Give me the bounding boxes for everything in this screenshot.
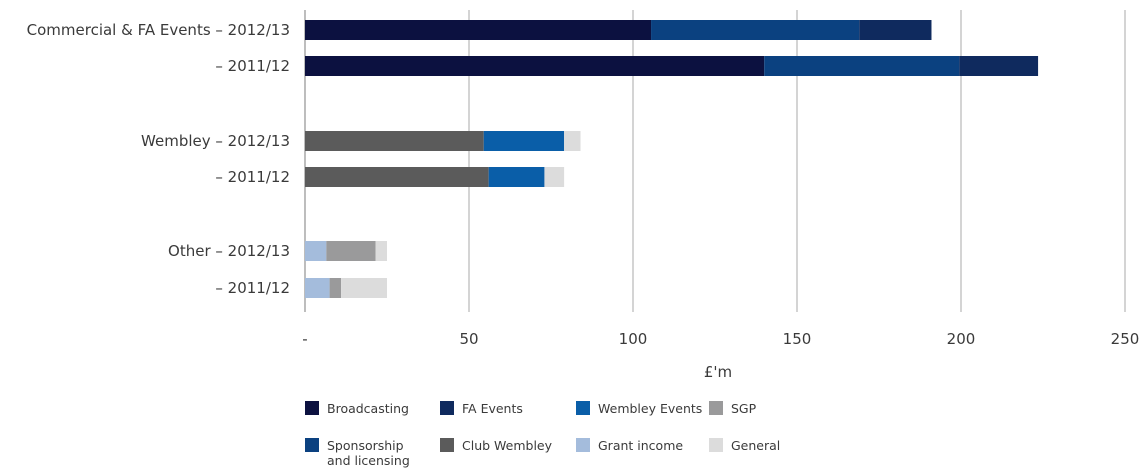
category-label: – 2011/12 [215,57,290,75]
legend-swatch [305,438,319,452]
value-axis-ticks: - 50 100 150 200 250 [302,330,1139,348]
bar-segment [483,131,565,151]
bar-segment [305,20,652,40]
category-label: Commercial & FA Events – 2012/13 [27,21,290,39]
category-axis: Commercial & FA Events – 2012/13 – 2011/1… [27,21,290,297]
bar-segment [305,167,489,187]
legend-swatch [305,401,319,415]
category-label: Other – 2012/13 [168,242,290,260]
bar-segment [305,241,327,261]
x-tick-label: 250 [1111,330,1140,348]
bar-segment [305,278,330,298]
bar-segment [564,131,581,151]
x-tick-label: 50 [459,330,478,348]
legend-label-line2: and licensing [327,453,410,468]
legend-swatch [576,438,590,452]
legend-label: Broadcasting [327,401,409,416]
bar-segment [488,167,545,187]
legend-swatch [440,438,454,452]
legend: Broadcasting FA Events Wembley Events SGP Sp… [305,401,780,468]
x-axis-title: £'m [704,363,732,381]
bar-segment [329,278,342,298]
bar-segment [859,20,932,40]
bar-segment [959,56,1039,76]
category-label: – 2011/12 [215,279,290,297]
x-tick-label: 200 [947,330,976,348]
x-tick-label: - [302,330,307,348]
x-tick-label: 100 [619,330,648,348]
legend-label: Club Wembley [462,438,553,453]
legend-label: SGP [731,401,757,416]
legend-label: General [731,438,780,453]
bar-segment [305,56,765,76]
bar-segment [651,20,860,40]
bar-segment [305,131,484,151]
bars [305,20,1039,298]
gridlines [304,10,1126,312]
legend-swatch [709,401,723,415]
bar-segment [341,278,387,298]
legend-swatch [709,438,723,452]
x-tick-label: 150 [783,330,812,348]
legend-swatch [440,401,454,415]
category-label: – 2011/12 [215,168,290,186]
legend-swatch [576,401,590,415]
bar-segment [326,241,376,261]
bar-segment [544,167,565,187]
legend-label: Grant income [598,438,683,453]
legend-label: Wembley Events [598,401,702,416]
bar-segment [764,56,960,76]
legend-label: FA Events [462,401,523,416]
category-label: Wembley – 2012/13 [141,132,290,150]
legend-label: Sponsorship [327,438,404,453]
bar-segment [375,241,387,261]
